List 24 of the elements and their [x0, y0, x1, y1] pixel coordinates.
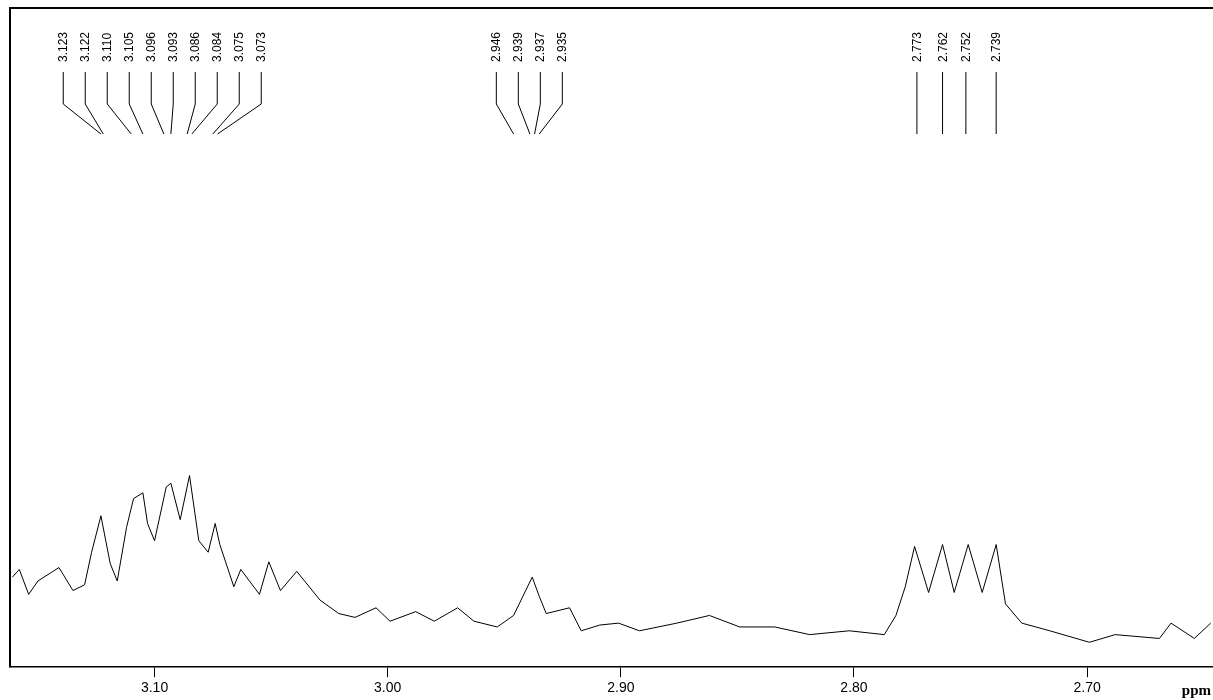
x-axis-title: ppm	[1181, 681, 1212, 698]
annotation: 3.075	[232, 31, 247, 62]
annotation: 3.084	[210, 31, 225, 62]
annotation: 3.105	[122, 31, 137, 62]
annotation: 2.946	[489, 31, 504, 62]
annotation: 3.093	[166, 31, 181, 62]
annotation: 3.086	[188, 31, 203, 62]
x-tick-label: 3.10	[140, 679, 169, 696]
annotation: 2.773	[909, 31, 924, 62]
annotation: 3.096	[144, 31, 159, 62]
annotation: 2.939	[511, 31, 526, 62]
annotation: 2.937	[533, 31, 548, 62]
annotation: 3.073	[254, 31, 269, 62]
x-tick-label: 2.90	[607, 679, 635, 696]
annotation: 2.935	[555, 31, 570, 62]
annotation: 2.762	[935, 31, 950, 62]
x-tick-label: 2.80	[840, 679, 868, 696]
x-tick-label: 2.70	[1073, 679, 1101, 696]
annotation: 2.739	[989, 31, 1004, 62]
annotation: 3.122	[78, 31, 93, 62]
annotation: 2.752	[958, 31, 973, 62]
x-tick-label: 3.00	[374, 679, 402, 696]
annotation: 3.123	[56, 31, 71, 62]
annotation: 3.110	[100, 32, 115, 62]
